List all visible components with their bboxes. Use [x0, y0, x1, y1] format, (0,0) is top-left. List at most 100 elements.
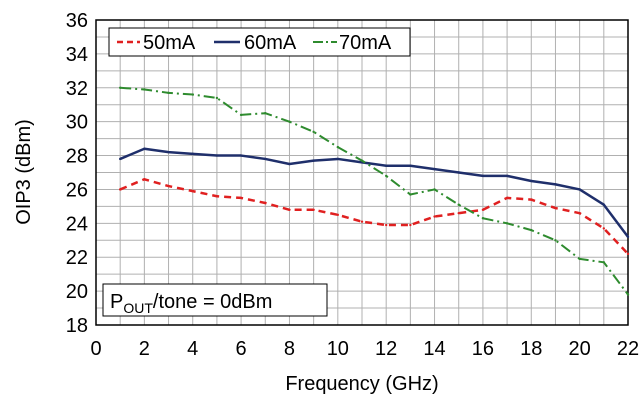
data-point-50ma [312, 208, 315, 211]
x-tick-label: 16 [472, 338, 494, 360]
plot-frame [95, 19, 629, 326]
data-point-50ma [409, 223, 412, 227]
data-point-70ma [384, 174, 388, 178]
data-point-50ma [554, 206, 557, 210]
data-point-50ma [626, 252, 630, 256]
data-point-60ma [433, 167, 436, 171]
data-point-60ma [264, 157, 267, 161]
data-point-70ma [215, 96, 219, 100]
y-axis-label: OIP3 (dBm) [13, 119, 35, 225]
x-tick-label: 20 [569, 338, 591, 360]
data-point-70ma [312, 130, 315, 134]
y-tick-label: 30 [66, 112, 88, 134]
series-line-60ma [119, 147, 629, 238]
x-tick-label: 22 [617, 338, 639, 360]
legend-box [108, 27, 411, 57]
data-point-70ma [457, 203, 460, 206]
y-tick-label: 32 [66, 78, 88, 100]
y-tick-label: 22 [66, 247, 88, 269]
data-point-70ma [554, 239, 557, 242]
grid [96, 20, 628, 325]
data-point-50ma [602, 227, 606, 230]
data-point-70ma [264, 111, 267, 115]
x-axis-label: Frequency (GHz) [285, 373, 438, 395]
data-point-60ma [457, 171, 460, 174]
pout-annotation: POUT/tone = 0dBm [102, 283, 328, 317]
data-point-50ma [118, 188, 122, 191]
series-line-70ma [120, 86, 629, 296]
annotation-box [102, 283, 328, 317]
data-point-50ma [457, 211, 460, 215]
x-tick-label: 4 [187, 338, 198, 360]
data-point-70ma [626, 293, 630, 296]
data-point-70ma [360, 159, 364, 162]
data-point-70ma [239, 113, 243, 117]
data-point-50ma [143, 178, 146, 181]
series-lines [118, 86, 630, 296]
legend-label-60ma: 60mA [244, 32, 297, 54]
data-point-60ma [626, 235, 630, 239]
annotation-subscript: OUT [123, 300, 153, 316]
data-point-50ma [215, 195, 219, 198]
data-point-70ma [481, 217, 485, 220]
x-tick-label: 18 [520, 338, 542, 360]
data-point-70ma [530, 228, 533, 232]
y-tick-label: 20 [66, 281, 88, 303]
y-tick-label: 26 [66, 179, 88, 201]
y-tick-label: 28 [66, 146, 88, 168]
data-point-60ma [288, 162, 291, 166]
data-point-50ma [167, 184, 170, 188]
y-tick-label: 24 [66, 213, 88, 235]
annotation-text: POUT/tone = 0dBm [110, 291, 272, 316]
data-point-50ma [505, 196, 509, 200]
series-line-50ma [119, 178, 629, 255]
data-point-60ma [602, 203, 606, 206]
x-tick-label: 0 [90, 338, 101, 360]
data-point-50ma [239, 196, 243, 200]
data-point-50ma [264, 201, 267, 205]
data-point-60ma [215, 154, 219, 157]
data-point-60ma [554, 183, 557, 186]
data-point-70ma [191, 93, 194, 96]
x-tick-label: 10 [327, 338, 349, 360]
data-point-50ma [578, 211, 581, 215]
data-point-50ma [288, 208, 291, 211]
legend: 50mA 60mA 70mA [108, 27, 411, 57]
data-point-60ma [191, 152, 194, 156]
y-tick-label: 36 [66, 10, 88, 32]
data-point-60ma [239, 154, 243, 157]
legend-label-70ma: 70mA [339, 32, 392, 54]
data-point-50ma [191, 189, 194, 193]
data-point-60ma [312, 159, 315, 162]
data-point-50ma [433, 215, 436, 218]
data-point-70ma [167, 91, 170, 95]
x-tick-label: 8 [284, 338, 295, 360]
data-point-70ma [143, 88, 146, 91]
data-point-70ma [505, 222, 509, 225]
y-tick-label: 18 [66, 315, 88, 337]
data-point-50ma [384, 223, 388, 227]
data-point-70ma [602, 261, 606, 264]
data-point-60ma [481, 174, 485, 178]
data-point-50ma [530, 198, 533, 201]
data-point-70ma [118, 86, 122, 89]
data-point-70ma [578, 257, 581, 261]
annotation-suffix: /tone = 0dBm [153, 291, 273, 313]
data-point-50ma [336, 213, 340, 217]
x-tick-label: 12 [375, 338, 397, 360]
data-point-70ma [433, 188, 436, 191]
data-point-60ma [578, 188, 581, 191]
data-point-60ma [505, 174, 509, 178]
x-tick-label: 14 [423, 338, 445, 360]
x-tick-label: 2 [139, 338, 150, 360]
data-point-60ma [384, 164, 388, 167]
data-point-50ma [481, 208, 485, 211]
data-point-60ma [118, 157, 122, 161]
data-point-70ma [409, 193, 412, 196]
data-point-50ma [360, 220, 364, 223]
y-tick-label: 34 [66, 44, 88, 66]
data-point-60ma [336, 157, 340, 161]
x-tick-label: 6 [236, 338, 247, 360]
